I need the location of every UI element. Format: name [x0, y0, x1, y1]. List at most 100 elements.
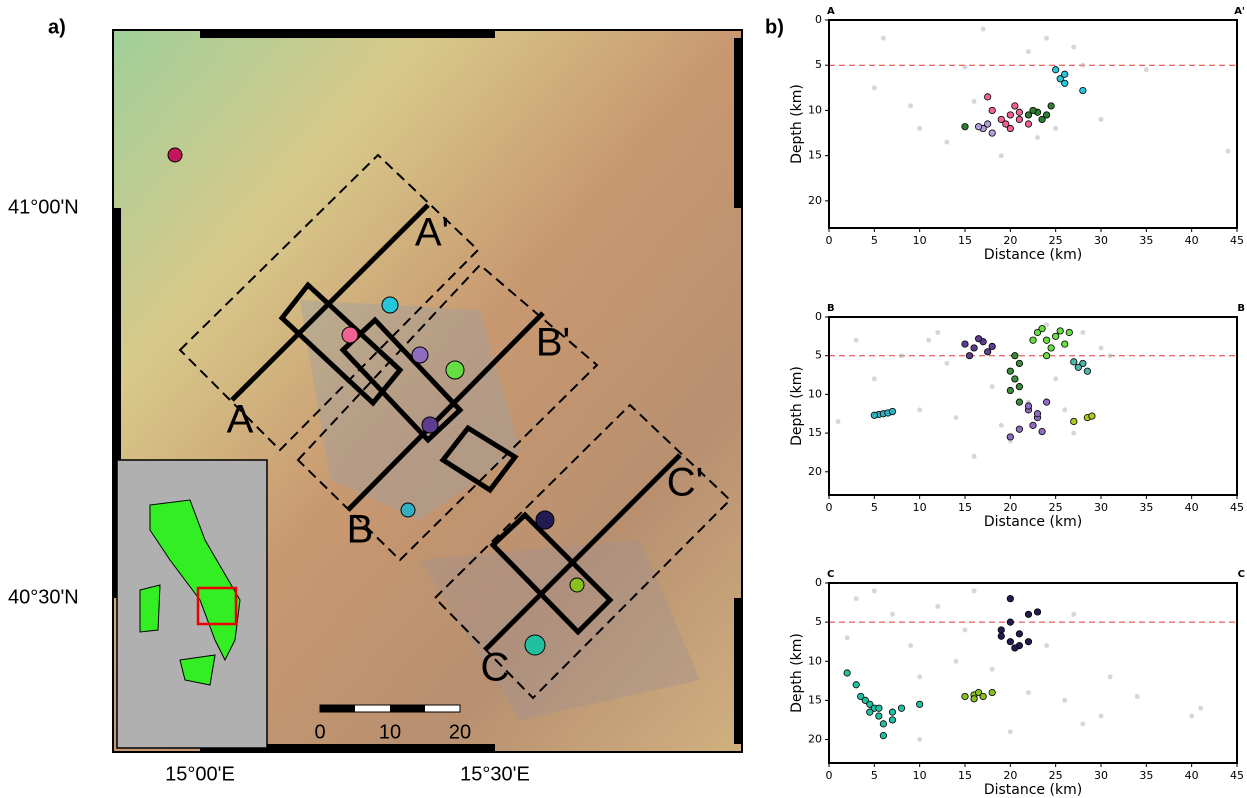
x-tick-label: 20	[1003, 234, 1017, 247]
x-tick-label: 10	[913, 501, 927, 514]
event-point	[926, 338, 931, 343]
event-point	[1052, 67, 1058, 73]
section-label: A'	[415, 211, 449, 255]
y-tick-label: 0	[815, 576, 822, 589]
event-point	[1080, 87, 1086, 93]
y-tick-label: 5	[815, 615, 822, 628]
section-label: B	[347, 508, 374, 552]
y-axis-label: Depth (km)	[789, 84, 805, 164]
x-axis-label: Distance (km)	[984, 247, 1082, 263]
event-point	[1043, 399, 1049, 405]
event-point	[1071, 45, 1076, 50]
x-tick-label: 0	[826, 769, 833, 782]
event-point	[1075, 364, 1081, 370]
event-point	[881, 36, 886, 41]
x-tick-label: 40	[1185, 501, 1199, 514]
event-point	[1030, 337, 1036, 343]
event-point	[962, 341, 968, 347]
event-point	[962, 124, 968, 130]
plot-frame	[829, 583, 1237, 763]
event-point	[876, 713, 882, 719]
event-point	[944, 140, 949, 145]
x-tick-label: 15	[958, 234, 972, 247]
event-cluster	[401, 503, 415, 517]
event-point	[1062, 407, 1067, 412]
event-point	[1030, 107, 1036, 113]
event-point	[1007, 368, 1013, 374]
figure: a) b) 0 10 20 41°00'N 40°30'N 15°00'	[0, 0, 1247, 798]
event-cluster	[446, 361, 464, 379]
event-point	[1066, 329, 1072, 335]
event-point	[1080, 721, 1085, 726]
event-point	[1080, 330, 1085, 335]
x-tick-label: 20	[1003, 769, 1017, 782]
y-tick-label: 0	[815, 13, 822, 26]
event-point	[1108, 353, 1113, 358]
event-point	[1089, 413, 1095, 419]
event-point	[1025, 638, 1031, 644]
lat-label: 41°00'N	[8, 196, 79, 218]
corner-label: C	[1238, 569, 1245, 580]
event-point	[1007, 595, 1013, 601]
event-point	[1039, 325, 1045, 331]
event-point	[1225, 149, 1230, 154]
event-point	[1062, 698, 1067, 703]
x-tick-label: 15	[958, 501, 972, 514]
event-cluster	[422, 417, 438, 433]
inset-sardinia	[140, 585, 160, 632]
y-tick-label: 5	[815, 58, 822, 71]
event-point	[1108, 674, 1113, 679]
event-point	[984, 349, 990, 355]
event-point	[1016, 116, 1022, 122]
event-point	[989, 130, 995, 136]
event-point	[1007, 387, 1013, 393]
event-point	[1008, 729, 1013, 734]
event-point	[1034, 609, 1040, 615]
event-point	[1044, 643, 1049, 648]
event-point	[917, 407, 922, 412]
lat-label: 40°30'N	[8, 586, 79, 608]
x-tick-label: 30	[1094, 234, 1108, 247]
event-point	[1016, 360, 1022, 366]
event-point	[880, 732, 886, 738]
event-point	[999, 153, 1004, 158]
x-tick-label: 0	[826, 501, 833, 514]
y-tick-label: 15	[808, 426, 822, 439]
x-tick-label: 25	[1049, 234, 1063, 247]
event-point	[1007, 619, 1013, 625]
event-point	[990, 667, 995, 672]
x-tick-label: 45	[1230, 501, 1244, 514]
event-point	[1099, 345, 1104, 350]
scale-label: 0	[314, 721, 325, 743]
lon-label: 15°00'E	[165, 763, 235, 785]
corner-label: A	[827, 6, 835, 17]
scale-label: 20	[449, 721, 471, 743]
x-tick-label: 10	[913, 769, 927, 782]
x-axis-label: Distance (km)	[984, 514, 1082, 530]
event-point	[972, 588, 977, 593]
event-point	[1025, 403, 1031, 409]
y-tick-label: 20	[808, 733, 822, 746]
event-point	[890, 612, 895, 617]
event-point	[971, 345, 977, 351]
y-axis-label: Depth (km)	[789, 633, 805, 713]
event-point	[1025, 121, 1031, 127]
event-point	[1080, 63, 1085, 68]
x-tick-label: 20	[1003, 501, 1017, 514]
event-point	[944, 361, 949, 366]
frame-bar	[734, 598, 742, 744]
event-point	[1135, 694, 1140, 699]
event-point	[963, 65, 968, 70]
corner-label: A'	[1234, 6, 1245, 17]
x-tick-label: 25	[1049, 769, 1063, 782]
event-point	[1048, 103, 1054, 109]
event-point	[853, 682, 859, 688]
event-point	[1007, 112, 1013, 118]
x-tick-label: 5	[871, 769, 878, 782]
corner-label: B	[1237, 303, 1245, 314]
event-point	[981, 27, 986, 32]
event-point	[1035, 135, 1040, 140]
x-tick-label: 30	[1094, 501, 1108, 514]
event-point	[908, 643, 913, 648]
event-point	[1016, 631, 1022, 637]
